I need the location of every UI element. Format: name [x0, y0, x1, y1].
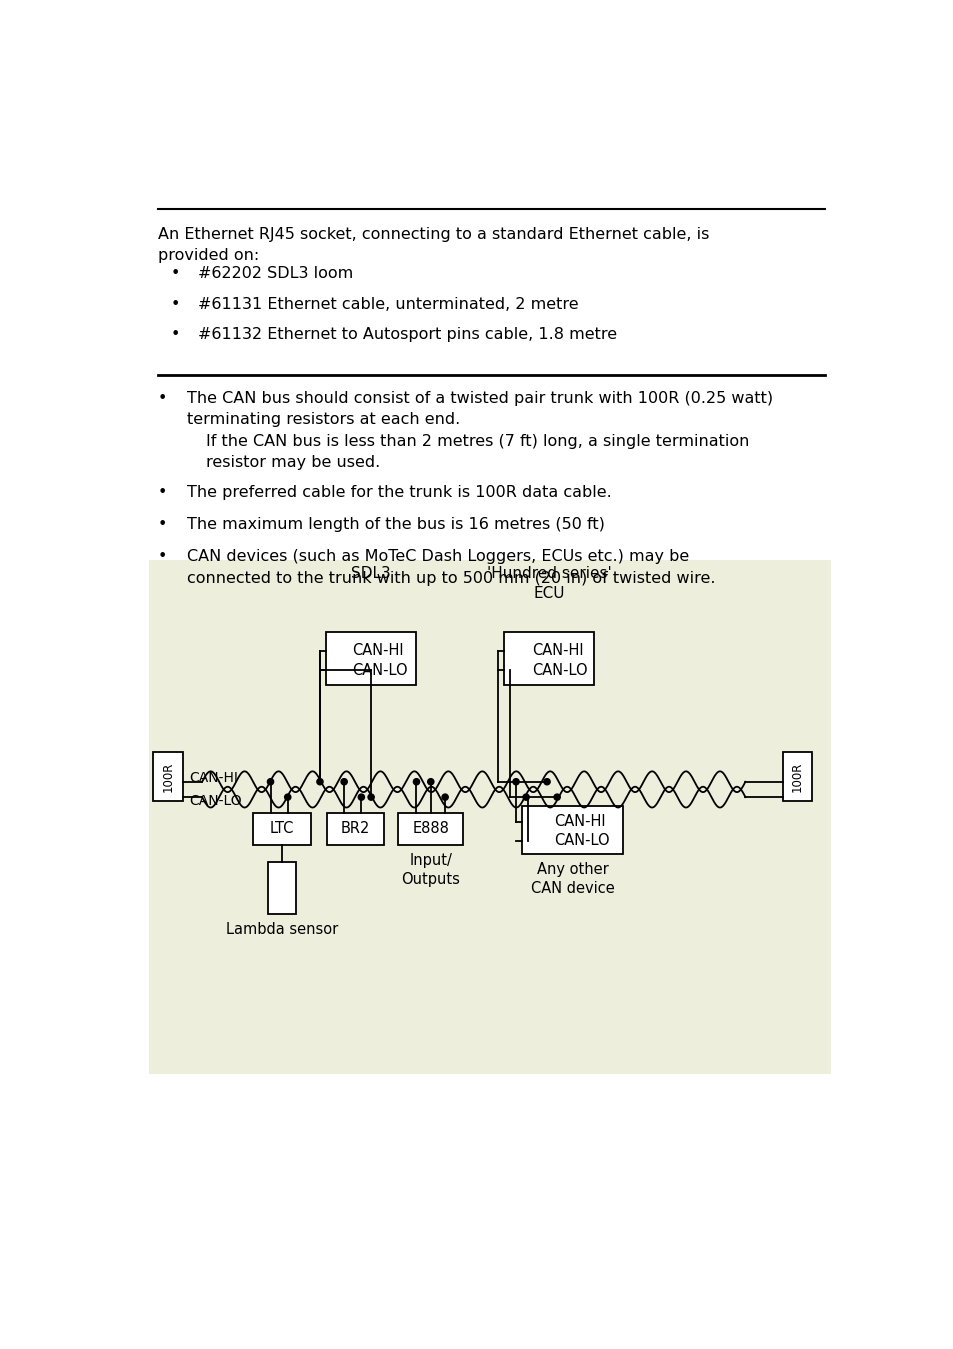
- Circle shape: [284, 795, 291, 800]
- Bar: [149, 560, 830, 1074]
- Bar: [253, 812, 311, 844]
- Text: #61132 Ethernet to Autosport pins cable, 1.8 metre: #61132 Ethernet to Autosport pins cable,…: [198, 328, 617, 343]
- Text: CAN-LO: CAN-LO: [189, 795, 241, 808]
- Text: SDL3: SDL3: [351, 567, 391, 581]
- Text: Input/
Outputs: Input/ Outputs: [401, 853, 459, 886]
- Circle shape: [341, 778, 347, 785]
- Text: #61131 Ethernet cable, unterminated, 2 metre: #61131 Ethernet cable, unterminated, 2 m…: [198, 297, 578, 312]
- Circle shape: [316, 778, 323, 785]
- Text: •: •: [157, 391, 167, 406]
- Bar: [397, 812, 463, 844]
- Text: •: •: [171, 328, 179, 343]
- Circle shape: [554, 795, 559, 800]
- Text: •: •: [157, 484, 167, 499]
- Bar: [781, 751, 811, 801]
- Bar: [327, 812, 384, 844]
- Text: 100R: 100R: [161, 761, 174, 792]
- Text: •: •: [171, 297, 179, 312]
- Text: CAN-LO: CAN-LO: [554, 834, 610, 849]
- Bar: [153, 751, 183, 801]
- Text: E888: E888: [412, 822, 449, 836]
- Bar: [504, 633, 594, 685]
- Text: •: •: [157, 517, 167, 532]
- Text: CAN-LO: CAN-LO: [352, 662, 407, 677]
- Text: CAN-HI: CAN-HI: [532, 643, 583, 658]
- Text: LTC: LTC: [270, 822, 294, 836]
- Text: 100R: 100R: [790, 761, 803, 792]
- Text: •: •: [157, 549, 167, 564]
- Text: CAN-LO: CAN-LO: [532, 662, 587, 677]
- Circle shape: [427, 778, 434, 785]
- Text: Any other
CAN device: Any other CAN device: [530, 862, 614, 896]
- Circle shape: [413, 778, 419, 785]
- Circle shape: [267, 778, 274, 785]
- Text: The CAN bus should consist of a twisted pair trunk with 100R (0.25 watt)
termina: The CAN bus should consist of a twisted …: [187, 391, 773, 428]
- Text: CAN devices (such as MoTeC Dash Loggers, ECUs etc.) may be
connected to the trun: CAN devices (such as MoTeC Dash Loggers,…: [187, 549, 715, 585]
- Text: The preferred cable for the trunk is 100R data cable.: The preferred cable for the trunk is 100…: [187, 484, 612, 499]
- Circle shape: [513, 778, 518, 785]
- Circle shape: [522, 795, 529, 800]
- Text: An Ethernet RJ45 socket, connecting to a standard Ethernet cable, is
provided on: An Ethernet RJ45 socket, connecting to a…: [158, 227, 709, 263]
- Text: •: •: [171, 266, 179, 281]
- Circle shape: [441, 795, 448, 800]
- Circle shape: [543, 778, 550, 785]
- Text: CAN-HI: CAN-HI: [554, 815, 605, 830]
- Text: #62202 SDL3 loom: #62202 SDL3 loom: [198, 266, 354, 281]
- Bar: [521, 807, 622, 854]
- Text: If the CAN bus is less than 2 metres (7 ft) long, a single termination
resistor : If the CAN bus is less than 2 metres (7 …: [206, 433, 749, 471]
- Text: Lambda sensor: Lambda sensor: [226, 921, 337, 936]
- Circle shape: [368, 795, 374, 800]
- Bar: [326, 633, 416, 685]
- Text: The maximum length of the bus is 16 metres (50 ft): The maximum length of the bus is 16 metr…: [187, 517, 605, 532]
- Text: CAN-HI: CAN-HI: [352, 643, 403, 658]
- Text: BR2: BR2: [340, 822, 370, 836]
- Text: CAN-HI: CAN-HI: [189, 770, 237, 785]
- Text: 'Hundred series'
ECU: 'Hundred series' ECU: [486, 567, 611, 600]
- Bar: [268, 862, 295, 915]
- Circle shape: [358, 795, 364, 800]
